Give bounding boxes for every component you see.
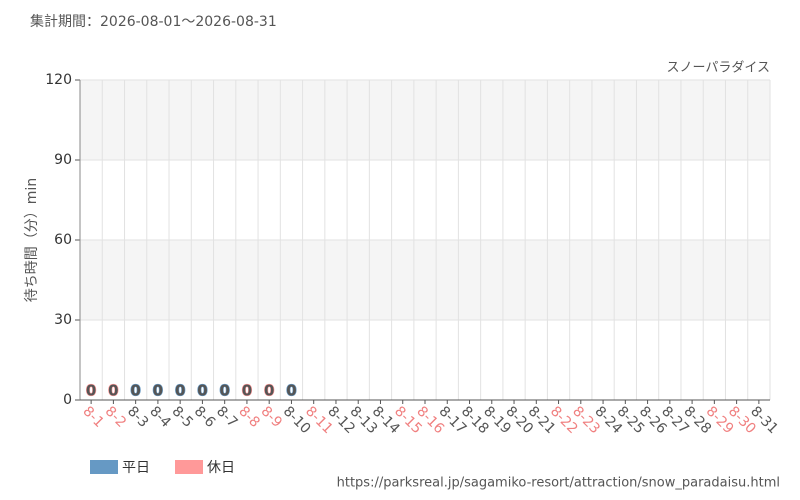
legend-swatch [175, 460, 203, 474]
x-tick-label: 8-8 [235, 403, 262, 430]
value-label: 0 [153, 382, 163, 400]
value-label: 0 [175, 382, 185, 400]
x-tick-label: 8-9 [258, 403, 285, 430]
value-label: 0 [197, 382, 207, 400]
value-label: 0 [264, 382, 274, 400]
plot-band [80, 240, 770, 320]
y-tick-label: 30 [54, 312, 72, 328]
y-tick-label: 0 [63, 392, 72, 408]
x-tick-label: 8-5 [169, 403, 196, 430]
value-label: 0 [219, 382, 229, 400]
x-tick-label: 8-4 [146, 403, 174, 431]
x-tick-label: 8-6 [191, 403, 219, 431]
source: https://parksreal.jp/sagamiko-resort/att… [337, 476, 780, 491]
x-tick-label: 8-7 [213, 403, 240, 430]
plot-band [80, 160, 770, 240]
chart-subtitle: スノーパラダイス [667, 61, 770, 76]
y-tick-label: 120 [45, 72, 72, 88]
legend-swatch [90, 460, 118, 474]
y-tick-label: 90 [54, 152, 72, 168]
plot-band [80, 80, 770, 160]
x-tick-label: 8-2 [102, 403, 129, 430]
value-label: 0 [286, 382, 296, 400]
y-tick-label: 60 [54, 232, 72, 248]
value-label: 0 [130, 382, 140, 400]
x-tick-label: 8-3 [124, 403, 151, 430]
x-tick-label: 8-1 [79, 403, 106, 430]
value-label: 0 [242, 382, 252, 400]
chart-title: 集計期間：2026-08-01～2026-08-31 [30, 13, 277, 30]
plot-band [80, 320, 770, 400]
value-label: 0 [108, 382, 118, 400]
legend-label: 平日 [122, 460, 150, 476]
value-label: 0 [86, 382, 96, 400]
legend-label: 休日 [207, 460, 235, 476]
y-axis-label: 待ち時間（分）min [24, 178, 40, 302]
